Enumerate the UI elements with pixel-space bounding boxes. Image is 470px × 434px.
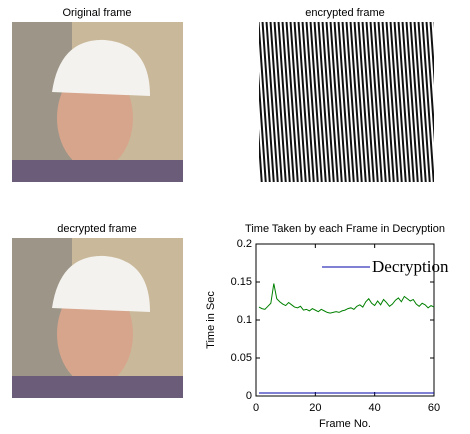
original-image: [12, 22, 183, 182]
series-line: [258, 283, 435, 314]
panel-title: Original frame: [62, 7, 131, 19]
x-tick-label: 60: [428, 402, 440, 414]
x-tick-label: 40: [369, 402, 381, 414]
panel-title: encrypted frame: [305, 7, 384, 19]
x-axis-label: Frame No.: [319, 418, 371, 430]
y-tick-label: 0.15: [231, 276, 252, 288]
encrypted-image: [259, 22, 434, 182]
y-tick-label: 0.2: [237, 238, 252, 250]
y-tick-label: 0: [246, 390, 252, 402]
x-tick-label: 20: [309, 402, 321, 414]
legend-label: Decryption: [372, 257, 449, 276]
y-tick-label: 0.1: [237, 314, 252, 326]
chart-title: Time Taken by each Frame in Decryption: [245, 223, 445, 235]
decrypted-image: [12, 238, 183, 398]
x-tick-label: 0: [253, 402, 259, 414]
y-tick-label: 0.05: [231, 352, 252, 364]
panel-title: decrypted frame: [57, 223, 136, 235]
y-axis-label: Time in Sec: [205, 291, 217, 349]
